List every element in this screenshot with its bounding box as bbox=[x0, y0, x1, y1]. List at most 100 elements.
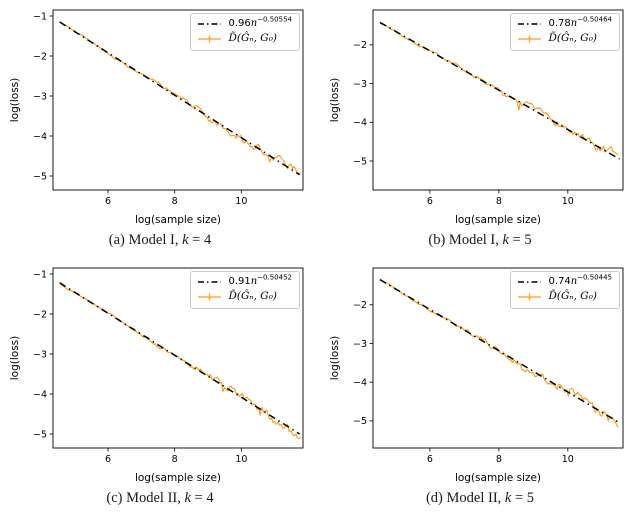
axes-frame bbox=[372, 9, 624, 191]
x-tick-label: 6 bbox=[105, 196, 111, 207]
caption-k-eq: = 5 bbox=[514, 490, 535, 506]
y-tick-label: −3 bbox=[353, 339, 367, 350]
fit-line-sample bbox=[518, 22, 542, 25]
series-line-sample bbox=[198, 293, 222, 301]
legend-a: 0.96n−0.50554 D̃(Ĝₙ, G₀) bbox=[190, 13, 300, 51]
fit-label: 0.78n−0.50464 bbox=[548, 15, 612, 29]
y-axis-label: log(loss) bbox=[329, 336, 341, 380]
subplot-a: 6 8 10 −1 −2 −3 −4 −5 log(sample size) log(loss) … bbox=[0, 0, 320, 258]
fit-line-sample bbox=[198, 22, 222, 25]
legend-row-fit: 0.78n−0.50464 bbox=[517, 16, 612, 31]
axes-frame bbox=[52, 267, 304, 449]
y-tick-label: −5 bbox=[353, 156, 367, 167]
x-tick-label: 6 bbox=[427, 196, 433, 207]
fit-line bbox=[379, 278, 620, 424]
series-label: D̃(Ĝₙ, G₀) bbox=[228, 32, 277, 44]
y-tick-label: −2 bbox=[33, 51, 47, 62]
caption-d: (d) Model II, k = 5 bbox=[426, 490, 534, 507]
x-tick-label: 8 bbox=[172, 196, 178, 207]
y-tick-label: −3 bbox=[33, 91, 47, 102]
legend-c: 0.91n−0.50452 D̃(Ĝₙ, G₀) bbox=[190, 271, 300, 309]
legend-b: 0.78n−0.50464 D̃(Ĝₙ, G₀) bbox=[510, 13, 620, 51]
x-tick-label: 6 bbox=[105, 454, 111, 465]
plot-d: 6 8 10 −2 −3 −4 −5 log(sample size) log(loss) bbox=[329, 267, 624, 484]
y-tick-label: −3 bbox=[353, 79, 367, 90]
caption-model: Model II, bbox=[126, 490, 181, 506]
y-tick-label: −2 bbox=[353, 300, 367, 311]
y-tick-label: −1 bbox=[33, 269, 47, 280]
x-axis-label: log(sample size) bbox=[135, 214, 221, 226]
x-tick-label: 10 bbox=[235, 196, 247, 207]
plotbox-d: 6 8 10 −2 −3 −4 −5 log(sample size) log(loss) 0.… bbox=[327, 262, 633, 488]
y-tick-label: −1 bbox=[33, 11, 47, 22]
subplot-d: 6 8 10 −2 −3 −4 −5 log(sample size) log(loss) 0.… bbox=[320, 258, 640, 516]
fit-label: 0.91n−0.50452 bbox=[228, 273, 292, 287]
fit-label: 0.74n−0.50445 bbox=[548, 273, 612, 287]
plotbox-b: 6 8 10 −2 −3 −4 −5 log(sample size) log(loss) 0.… bbox=[327, 4, 633, 230]
plotbox-a: 6 8 10 −1 −2 −3 −4 −5 log(sample size) log(loss) … bbox=[7, 4, 313, 230]
x-tick-label: 10 bbox=[562, 454, 574, 465]
x-axis-label: log(sample size) bbox=[455, 472, 541, 484]
plot-b: 6 8 10 −2 −3 −4 −5 log(sample size) log(loss) bbox=[329, 9, 624, 226]
y-tick-label: −3 bbox=[33, 349, 47, 360]
y-tick-label: −4 bbox=[33, 389, 47, 400]
caption-tag: (b) bbox=[428, 232, 446, 248]
loss-curve bbox=[59, 282, 301, 439]
legend-d: 0.74n−0.50445 D̃(Ĝₙ, G₀) bbox=[510, 271, 620, 309]
caption-model: Model II, bbox=[446, 490, 502, 506]
series-label: D̃(Ĝₙ, G₀) bbox=[548, 32, 597, 44]
y-axis-label: log(loss) bbox=[9, 336, 21, 380]
x-tick-label: 8 bbox=[496, 454, 502, 465]
legend-row-fit: 0.96n−0.50554 bbox=[197, 16, 292, 31]
caption-k-eq: = 5 bbox=[512, 232, 532, 248]
y-tick-label: −2 bbox=[353, 40, 367, 51]
y-tick-label: −5 bbox=[353, 416, 367, 427]
legend-row-fit: 0.74n−0.50445 bbox=[517, 274, 612, 289]
x-axis-label: log(sample size) bbox=[135, 472, 221, 484]
caption-tag: (a) bbox=[108, 232, 125, 248]
series-label: D̃(Ĝₙ, G₀) bbox=[548, 290, 597, 302]
plot-a: 6 8 10 −1 −2 −3 −4 −5 log(sample size) log(loss) bbox=[9, 9, 304, 226]
series-line-sample bbox=[518, 35, 542, 43]
caption-b: (b) Model I, k = 5 bbox=[428, 232, 531, 249]
fit-line bbox=[59, 21, 301, 176]
y-tick-label: −2 bbox=[33, 309, 47, 320]
series-line-sample bbox=[518, 293, 542, 301]
caption-k-var: k bbox=[184, 490, 191, 506]
x-tick-label: 8 bbox=[496, 196, 502, 207]
fit-line-sample bbox=[518, 280, 542, 283]
legend-row-series: D̃(Ĝₙ, G₀) bbox=[517, 289, 612, 305]
caption-a: (a) Model I, k = 4 bbox=[109, 232, 211, 249]
caption-c: (c) Model II, k = 4 bbox=[106, 490, 213, 507]
y-tick-label: −4 bbox=[33, 131, 47, 142]
caption-k-eq: = 4 bbox=[194, 490, 214, 506]
fit-line-sample bbox=[198, 280, 222, 283]
y-tick-label: −4 bbox=[353, 377, 367, 388]
fit-line bbox=[379, 21, 620, 160]
subplot-b: 6 8 10 −2 −3 −4 −5 log(sample size) log(loss) 0.… bbox=[320, 0, 640, 258]
series-line-sample bbox=[198, 35, 222, 43]
x-tick-label: 6 bbox=[427, 454, 433, 465]
y-tick-label: −5 bbox=[33, 429, 47, 440]
axes-frame bbox=[372, 267, 624, 449]
y-axis-label: log(loss) bbox=[329, 78, 341, 122]
legend-row-series: D̃(Ĝₙ, G₀) bbox=[197, 289, 292, 305]
caption-k-var: k bbox=[182, 232, 189, 248]
caption-k-eq: = 4 bbox=[192, 232, 212, 248]
series-label: D̃(Ĝₙ, G₀) bbox=[228, 290, 277, 302]
legend-row-series: D̃(Ĝₙ, G₀) bbox=[197, 31, 292, 47]
caption-tag: (d) bbox=[425, 490, 443, 506]
x-tick-label: 10 bbox=[235, 454, 247, 465]
caption-model: Model I, bbox=[128, 232, 179, 248]
loss-curve bbox=[59, 20, 302, 175]
fit-line bbox=[59, 282, 301, 435]
y-axis-label: log(loss) bbox=[9, 78, 21, 122]
legend-row-fit: 0.91n−0.50452 bbox=[197, 274, 292, 289]
axes-frame bbox=[52, 9, 304, 191]
caption-k-var: k bbox=[504, 490, 512, 506]
y-tick-label: −5 bbox=[33, 171, 47, 182]
plotbox-c: 6 8 10 −1 −2 −3 −4 −5 log(sample size) log(loss) … bbox=[7, 262, 313, 488]
plot-c: 6 8 10 −1 −2 −3 −4 −5 log(sample size) log(loss) bbox=[9, 267, 304, 484]
x-tick-label: 8 bbox=[172, 454, 178, 465]
